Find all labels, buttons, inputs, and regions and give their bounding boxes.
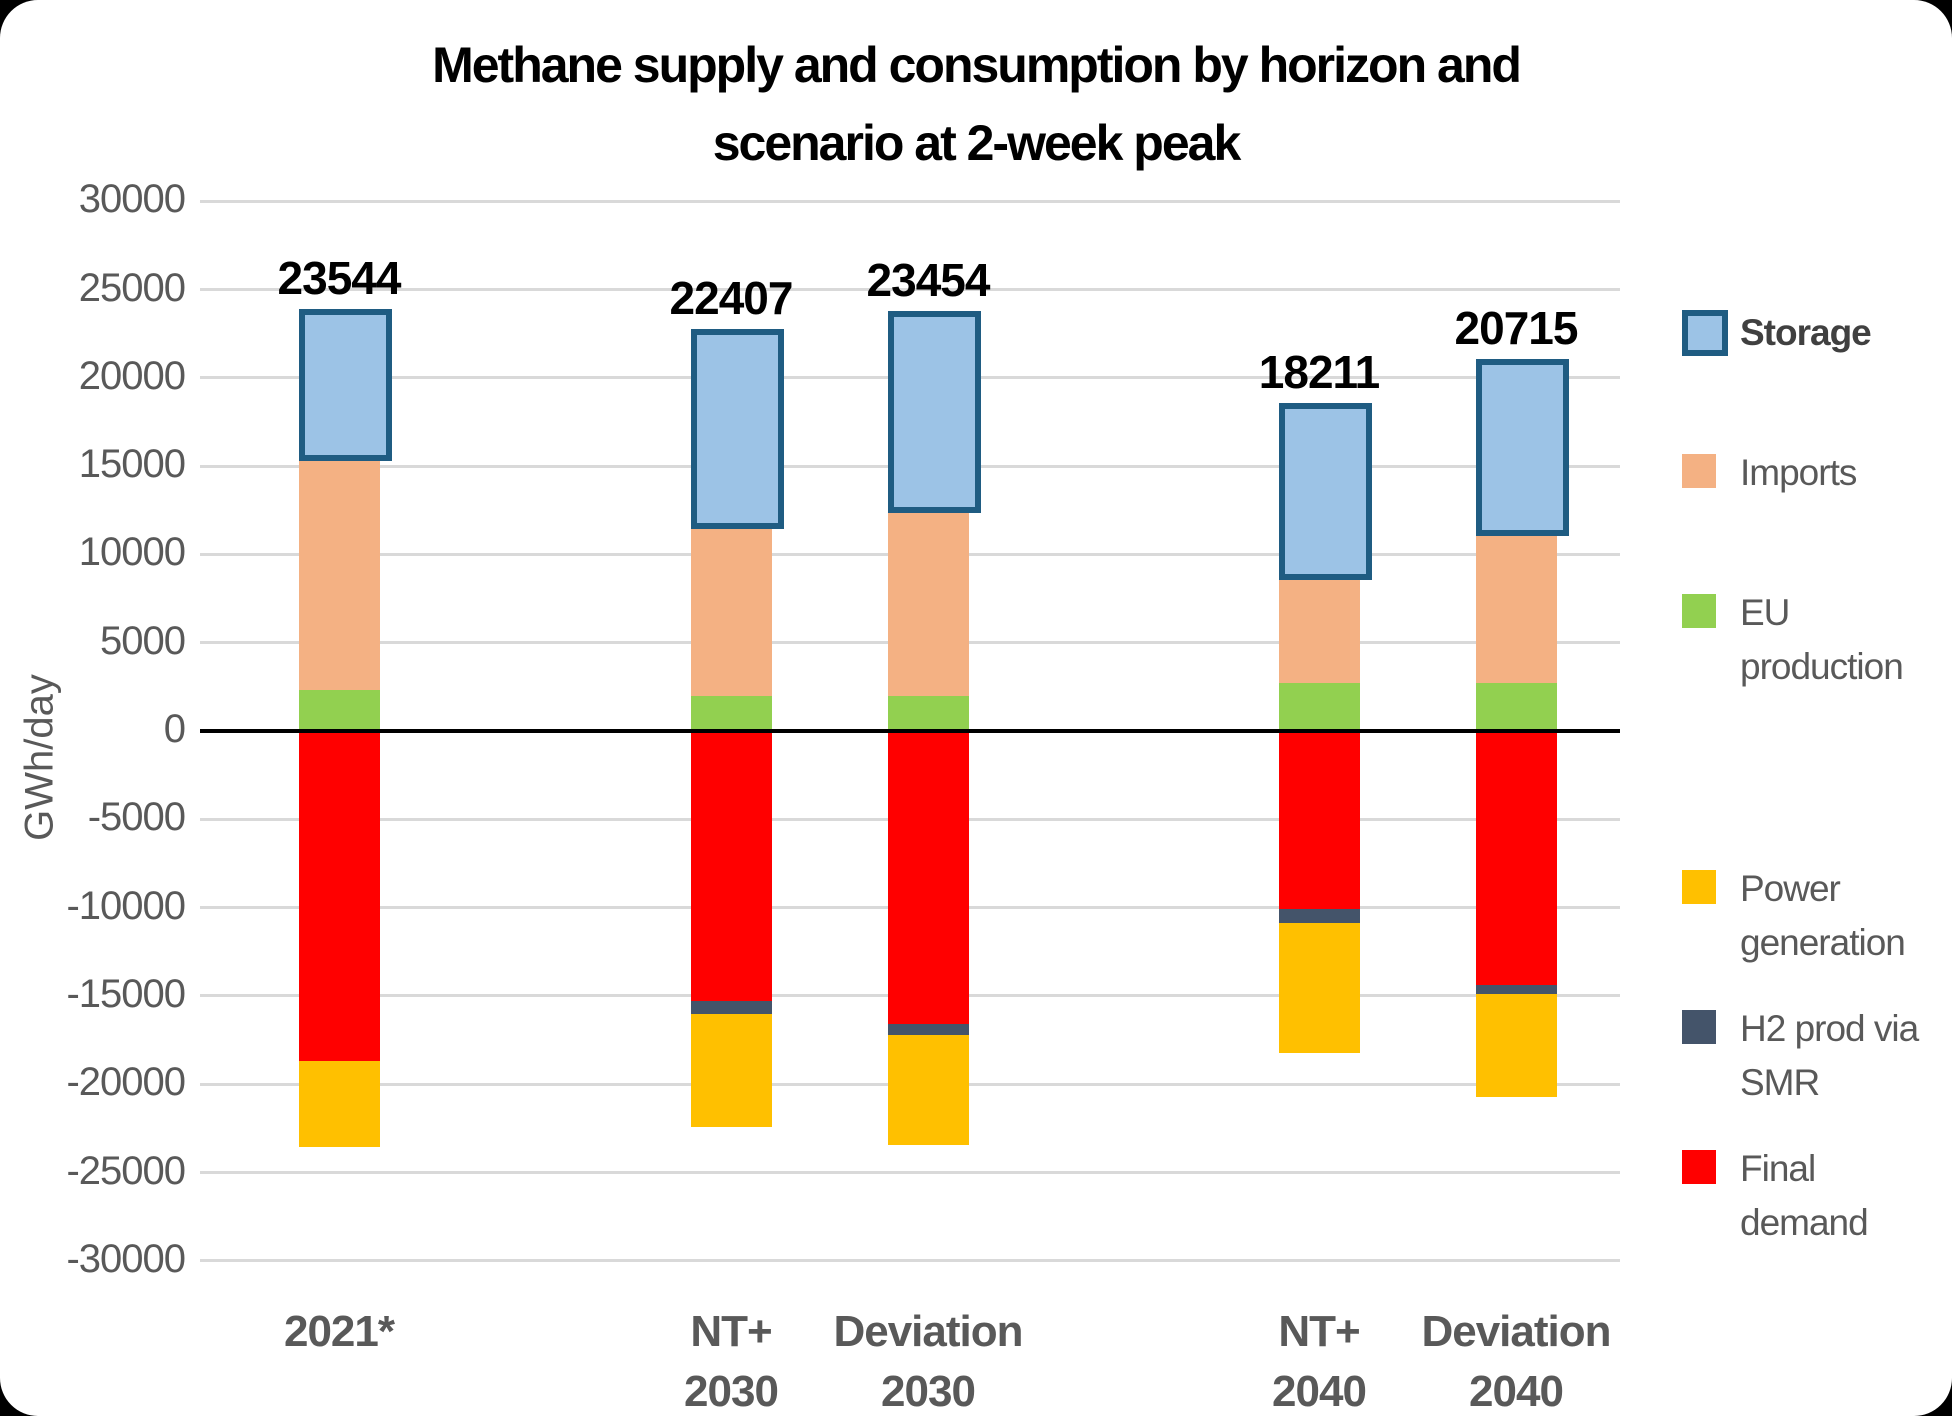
y-tick-label: 20000 <box>78 353 186 398</box>
chart-title-line-2: scenario at 2-week peak <box>712 115 1242 171</box>
bar-segment-h2-prod-via-smr <box>1278 909 1360 924</box>
x-category-label-line: 2040 <box>1272 1367 1367 1416</box>
x-category-label: 2021* <box>179 1302 499 1362</box>
bar-segment-imports <box>887 506 969 696</box>
gridline <box>200 1259 1620 1263</box>
bar-segment-power-generation <box>298 1061 380 1147</box>
x-category-label-line: 2040 <box>1469 1367 1564 1416</box>
bar-segment-h2-prod-via-smr <box>690 1001 772 1014</box>
y-tick-label: -20000 <box>66 1060 186 1105</box>
legend-label: Storage <box>1740 312 1872 353</box>
bar-segment-storage <box>1475 359 1569 536</box>
y-tick-label: 30000 <box>78 177 186 222</box>
legend-label: Power generation <box>1740 868 1906 963</box>
y-tick-label: -25000 <box>66 1148 186 1193</box>
y-tick-label: 10000 <box>78 530 186 575</box>
bar-segment-h2-prod-via-smr <box>1475 985 1557 995</box>
y-tick-label: 15000 <box>78 442 186 487</box>
chart-title: Methane supply and consumption by horizo… <box>0 26 1952 182</box>
x-category-label-line: NT+ <box>1278 1307 1360 1356</box>
bar-segment-storage <box>887 310 981 513</box>
bar-segment-imports <box>1278 573 1360 684</box>
bar-segment-eu-production <box>1475 683 1557 731</box>
legend-label: Imports <box>1740 452 1857 493</box>
legend-label: H2 prod via SMR <box>1740 1008 1919 1103</box>
x-category-label: Deviation 2030 <box>768 1302 1088 1416</box>
x-category-label: NT+ 2040 <box>1159 1302 1479 1416</box>
bar-segment-eu-production <box>298 690 380 731</box>
gridline <box>200 199 1620 203</box>
bar-segment-final-demand <box>1475 731 1557 986</box>
y-tick-label: -5000 <box>87 795 186 840</box>
legend-marker-swatch-icon <box>1682 310 1728 356</box>
bar-segment-final-demand <box>887 731 969 1025</box>
bar-segment-eu-production <box>1278 683 1360 731</box>
y-tick-label: 0 <box>163 707 186 751</box>
bar-total-label: 20715 <box>1454 302 1579 355</box>
x-category-label: Deviation 2040 <box>1356 1302 1676 1416</box>
legend-label: EU production <box>1740 592 1904 687</box>
legend-marker-swatch-icon <box>1682 1150 1716 1184</box>
bar-total-label: 23454 <box>866 253 991 306</box>
y-tick-label: -30000 <box>66 1236 186 1281</box>
bar-segment-imports <box>690 522 772 696</box>
bar-total-label: 23544 <box>277 252 402 305</box>
bar-total-label: 18211 <box>1258 346 1380 399</box>
bar-segment-final-demand <box>690 731 772 1002</box>
gridline <box>200 1171 1620 1174</box>
x-category-label-line: 2030 <box>684 1367 779 1416</box>
bar-segment-imports <box>298 455 380 691</box>
bar-segment-power-generation <box>1475 994 1557 1097</box>
zero-axis-line <box>200 729 1620 733</box>
legend-marker-swatch-icon <box>1682 870 1716 904</box>
legend-marker-swatch-icon <box>1682 594 1716 628</box>
legend-marker-swatch-icon <box>1682 1010 1716 1044</box>
bar-segment-h2-prod-via-smr <box>887 1024 969 1035</box>
bar-segment-final-demand <box>1278 731 1360 910</box>
chart-title-line-1: Methane supply and consumption by horizo… <box>432 37 1522 93</box>
bar-segment-power-generation <box>887 1034 969 1146</box>
legend-marker-swatch-icon <box>1682 454 1716 488</box>
bar-segment-eu-production <box>887 695 969 731</box>
bar-segment-power-generation <box>690 1013 772 1127</box>
bar-segment-final-demand <box>298 731 380 1062</box>
x-category-label-line: NT+ <box>690 1307 772 1356</box>
x-category-label-line: 2021* <box>283 1307 395 1356</box>
bar-segment-storage <box>298 309 392 462</box>
bar-segment-imports <box>1475 529 1557 684</box>
bar-segment-storage <box>690 329 784 529</box>
y-tick-label: -10000 <box>66 883 186 928</box>
bar-segment-eu-production <box>690 695 772 731</box>
bar-total-label: 22407 <box>669 272 794 325</box>
y-tick-label: 25000 <box>78 265 186 310</box>
y-tick-label: -15000 <box>66 971 186 1016</box>
legend-label: Final demand <box>1740 1148 1869 1243</box>
y-tick-label: 5000 <box>100 618 186 663</box>
gridline <box>200 288 1620 291</box>
bar-segment-power-generation <box>1278 923 1360 1053</box>
bar-segment-storage <box>1278 403 1372 580</box>
x-category-label-line: 2030 <box>881 1367 976 1416</box>
x-category-label: NT+ 2030 <box>571 1302 891 1416</box>
x-category-label-line: Deviation <box>1421 1307 1611 1356</box>
x-category-label-line: Deviation <box>833 1307 1023 1356</box>
